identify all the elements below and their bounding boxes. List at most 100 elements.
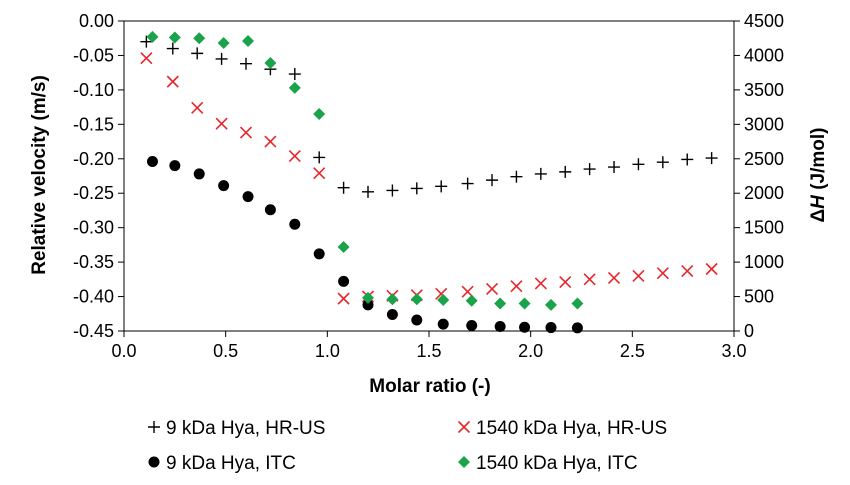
data-point <box>168 31 181 44</box>
data-point <box>632 158 645 171</box>
right-y-tick-label: 4500 <box>744 11 784 31</box>
data-point <box>534 277 547 290</box>
data-point <box>545 298 557 311</box>
data-point <box>386 184 399 197</box>
data-point <box>166 75 179 88</box>
data-point <box>264 57 277 70</box>
x-axis-title: Molar ratio (-) <box>369 376 490 397</box>
left-y-axis-ticks: 0.00 -0.05 -0.10 -0.15 -0.20 -0.25 -0.30 -0.35 -… <box>73 11 124 341</box>
plot-area <box>123 20 735 332</box>
x-tick-label: 1.0 <box>315 341 340 361</box>
data-point <box>193 168 205 180</box>
x-tick-label: 3.0 <box>721 341 746 361</box>
legend: 9 kDa Hya, HR-US 1540 kDa Hya, HR-US 9 k… <box>148 418 667 474</box>
data-point <box>632 269 645 282</box>
data-point <box>607 271 621 285</box>
delta-symbol: Δ <box>808 209 829 223</box>
legend-symbol <box>458 456 470 468</box>
data-point <box>519 321 531 333</box>
data-point <box>461 177 474 190</box>
data-point <box>681 265 694 278</box>
data-point <box>218 180 230 192</box>
legend-item: 1540 kDa Hya, HR-US <box>457 418 667 439</box>
data-point <box>288 149 301 163</box>
data-point <box>705 262 718 276</box>
left-y-tick-label: -0.40 <box>73 287 114 307</box>
legend-marker-diamond <box>458 456 470 468</box>
data-point <box>337 292 350 305</box>
legend-item: 9 kDa Hya, ITC <box>148 453 296 474</box>
legend-item: 1540 kDa Hya, ITC <box>458 453 638 474</box>
data-point <box>313 151 326 164</box>
data-point <box>140 35 153 48</box>
data-point <box>169 160 181 172</box>
enthalpy-unit: (J/mol) <box>808 128 829 196</box>
data-point <box>191 47 204 60</box>
legend-label: 1540 kDa Hya, ITC <box>476 453 638 474</box>
x-axis-ticks: 0.0 0.5 1.0 1.5 2.0 2.5 3.0 <box>111 331 747 361</box>
data-point <box>465 294 478 307</box>
data-point <box>410 182 423 195</box>
data-point <box>494 297 507 310</box>
legend-marker-plus <box>148 421 160 433</box>
left-y-tick-label: -0.30 <box>73 218 114 238</box>
data-point <box>435 180 448 193</box>
x-tick-label: 1.5 <box>416 341 441 361</box>
data-point <box>146 30 159 43</box>
data-point <box>193 32 206 45</box>
data-point <box>510 170 523 183</box>
right-y-tick-label: 3000 <box>744 114 784 134</box>
data-point <box>583 273 596 286</box>
data-point <box>362 291 374 304</box>
left-y-tick-label: -0.10 <box>73 80 114 100</box>
data-point <box>571 297 584 310</box>
legend-symbol <box>148 456 160 468</box>
data-point <box>313 248 325 260</box>
left-y-tick-label: -0.15 <box>73 114 114 134</box>
data-point <box>140 52 153 65</box>
series-circle <box>146 156 583 334</box>
data-point <box>705 152 718 165</box>
data-point <box>166 42 179 55</box>
data-point <box>337 181 350 194</box>
data-point <box>510 280 523 293</box>
legend-symbol <box>148 421 160 433</box>
data-point <box>608 161 621 174</box>
enthalpy-symbol: H <box>808 194 829 209</box>
data-point <box>656 267 669 280</box>
data-point <box>264 135 277 148</box>
data-point <box>215 52 228 65</box>
legend-label: 9 kDa Hya, HR-US <box>166 418 325 439</box>
left-y-tick-label: -0.25 <box>73 183 114 203</box>
left-y-tick-label: -0.45 <box>73 321 114 341</box>
data-point <box>338 275 350 287</box>
data-point <box>410 293 423 306</box>
left-y-tick-label: 0.00 <box>79 11 114 31</box>
data-point <box>466 319 478 331</box>
data-point <box>288 81 301 94</box>
data-point <box>518 297 531 310</box>
data-point <box>386 293 399 306</box>
data-point <box>313 167 326 180</box>
x-tick-label: 0.0 <box>111 341 136 361</box>
data-point <box>215 117 228 130</box>
data-point <box>362 299 374 311</box>
data-point <box>571 322 583 334</box>
data-point <box>583 163 596 176</box>
data-point <box>559 165 572 178</box>
data-point <box>559 276 572 289</box>
left-y-tick-label: -0.05 <box>73 45 114 65</box>
data-point <box>545 322 557 334</box>
data-point <box>289 218 301 230</box>
legend-marker-circle <box>148 456 160 468</box>
data-point <box>411 314 423 326</box>
right-y-tick-label: 4000 <box>744 45 784 65</box>
data-point <box>485 282 499 296</box>
data-point <box>486 174 499 187</box>
legend-symbol <box>457 420 471 434</box>
data-point <box>656 156 669 169</box>
data-point <box>240 57 252 70</box>
data-point <box>217 37 230 50</box>
x-tick-label: 0.5 <box>213 341 238 361</box>
